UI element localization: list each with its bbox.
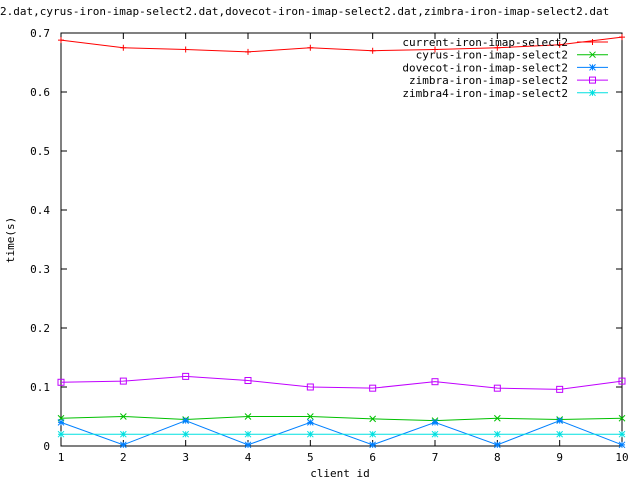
legend-marker [589, 89, 596, 97]
data-point [306, 430, 314, 438]
data-point [556, 430, 564, 438]
data-point [493, 441, 501, 449]
y-axis-label: time(s) [4, 217, 17, 263]
data-point [369, 415, 377, 423]
plot-border [60, 32, 623, 447]
data-point [307, 44, 314, 51]
data-point [493, 430, 501, 438]
data-point [618, 377, 626, 385]
x-axis-ticks: 1 2 3 4 5 6 7 8 9 10 [58, 33, 629, 464]
data-point [245, 48, 251, 55]
x-tick-label: 10 [615, 451, 628, 464]
x-tick-label: 1 [58, 451, 65, 464]
data-point [431, 378, 439, 386]
series-line [60, 375, 623, 390]
legend-label: current-iron-imap-select2 [402, 36, 568, 49]
data-point [493, 384, 501, 392]
data-point [618, 441, 626, 449]
data-point [57, 419, 65, 426]
data-point [306, 383, 314, 391]
x-tick-label: 2 [120, 451, 127, 464]
legend-marker [589, 76, 596, 84]
data-point [494, 44, 501, 51]
data-point [618, 414, 626, 422]
legend: current-iron-imap-select2cyrus-iron-imap… [402, 36, 608, 100]
data-point [432, 46, 438, 53]
plot-frame [60, 32, 623, 447]
data-point [182, 417, 190, 424]
data-point [556, 41, 563, 48]
series-cyrus-iron-imap-select2 [57, 413, 626, 424]
data-point [119, 377, 127, 385]
data-point [493, 414, 501, 422]
x-tick-label: 9 [556, 451, 563, 464]
data-point [369, 47, 376, 54]
data-point [244, 441, 252, 449]
y-tick-label: 0.1 [30, 381, 50, 394]
x-tick-label: 4 [245, 451, 252, 464]
data-point [57, 378, 65, 386]
x-tick-label: 6 [369, 451, 376, 464]
y-tick-label: 0.7 [30, 27, 50, 40]
y-tick-label: 0.6 [30, 86, 50, 99]
x-tick-label: 8 [494, 451, 501, 464]
data-point [369, 430, 377, 438]
series-dovecot-iron-imap-select2 [57, 417, 626, 449]
x-tick-label: 5 [307, 451, 314, 464]
data-point [57, 430, 65, 438]
x-axis-label: client id [310, 467, 370, 480]
data-point [306, 419, 314, 426]
series-line [60, 420, 623, 446]
data-point [244, 377, 252, 385]
legend-marker [589, 64, 596, 71]
data-point [431, 430, 439, 438]
legend-label: zimbra-iron-imap-select2 [409, 74, 568, 87]
legend-marker [589, 51, 596, 59]
data-point [431, 419, 439, 426]
data-point [244, 430, 252, 438]
data-point [119, 430, 127, 438]
data-point [120, 44, 127, 51]
data-point [244, 413, 252, 420]
y-tick-label: 0.5 [30, 145, 50, 158]
series-current-iron-imap-select2 [58, 34, 625, 55]
data-point [369, 384, 377, 392]
data-point [618, 430, 626, 438]
data-point [619, 34, 625, 41]
data-point [119, 441, 127, 449]
series-line [60, 415, 623, 422]
x-tick-label: 3 [182, 451, 189, 464]
legend-label: cyrus-iron-imap-select2 [416, 49, 568, 62]
series-layer [57, 34, 626, 449]
series-zimbra4-iron-imap-select2 [57, 430, 626, 438]
y-tick-label: 0.4 [30, 204, 50, 217]
y-tick-label: 0.2 [30, 322, 50, 335]
y-tick-label: 0 [43, 440, 50, 453]
data-point [182, 46, 189, 53]
data-point [182, 372, 190, 380]
data-point [182, 430, 190, 438]
data-point [306, 413, 314, 420]
series-line [60, 36, 623, 53]
y-axis-ticks: 0 0.1 0.2 0.3 0.4 0.5 0.6 0.7 [30, 27, 622, 453]
chart-title: 2.dat,cyrus-iron-imap-select2.dat,doveco… [0, 5, 609, 18]
data-point [58, 37, 64, 44]
data-point [369, 441, 377, 449]
legend-label: zimbra4-iron-imap-select2 [402, 87, 568, 100]
x-tick-label: 7 [432, 451, 439, 464]
y-tick-label: 0.3 [30, 263, 50, 276]
data-point [119, 413, 127, 420]
legend-marker [589, 39, 596, 45]
series-zimbra-iron-imap-select2 [57, 372, 626, 393]
data-point [556, 417, 564, 424]
legend-label: dovecot-iron-imap-select2 [402, 61, 568, 74]
data-point [556, 385, 564, 393]
